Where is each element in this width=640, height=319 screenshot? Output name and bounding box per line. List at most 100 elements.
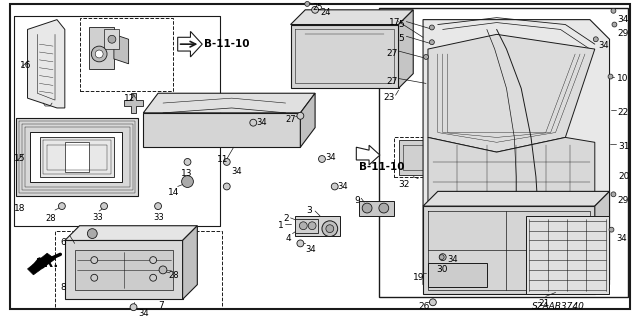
Text: 5: 5 (399, 20, 404, 29)
Polygon shape (124, 93, 143, 113)
Circle shape (130, 304, 137, 311)
Text: 21: 21 (538, 299, 549, 308)
Text: 27: 27 (387, 49, 398, 58)
Circle shape (150, 274, 157, 281)
Polygon shape (182, 226, 197, 299)
Polygon shape (595, 191, 609, 294)
Circle shape (92, 46, 107, 62)
Text: 7: 7 (158, 301, 164, 310)
Text: 27: 27 (387, 77, 398, 85)
Text: 34: 34 (599, 41, 609, 50)
Polygon shape (178, 31, 202, 57)
Text: S2AAB3740: S2AAB3740 (532, 302, 585, 311)
Text: 13: 13 (180, 169, 192, 178)
Text: 24: 24 (320, 8, 330, 17)
Circle shape (159, 266, 167, 274)
Bar (55, 231, 222, 309)
Circle shape (297, 240, 304, 247)
Text: 33: 33 (153, 213, 164, 222)
Text: 34: 34 (232, 167, 243, 176)
Text: 17: 17 (388, 18, 400, 27)
Bar (79, 18, 173, 91)
Text: 19: 19 (413, 273, 425, 282)
Circle shape (184, 159, 191, 165)
Polygon shape (291, 10, 413, 25)
Circle shape (223, 183, 230, 190)
Text: 28: 28 (169, 271, 179, 280)
Circle shape (182, 176, 193, 188)
Circle shape (429, 299, 436, 306)
Polygon shape (296, 216, 340, 235)
Polygon shape (65, 241, 182, 299)
Circle shape (297, 112, 304, 119)
Circle shape (429, 25, 435, 30)
Text: 30: 30 (436, 265, 447, 274)
Text: 6: 6 (60, 239, 66, 248)
Circle shape (108, 35, 116, 43)
Circle shape (429, 40, 435, 45)
Circle shape (319, 156, 325, 162)
Circle shape (184, 178, 191, 185)
Polygon shape (428, 263, 487, 286)
Circle shape (308, 222, 316, 230)
Polygon shape (28, 253, 55, 275)
Polygon shape (75, 250, 173, 290)
Polygon shape (423, 206, 595, 294)
Circle shape (150, 257, 157, 263)
Polygon shape (428, 34, 595, 152)
Text: 11: 11 (217, 155, 228, 164)
Circle shape (322, 221, 338, 236)
Polygon shape (104, 29, 119, 49)
Text: 34: 34 (138, 309, 149, 318)
Circle shape (155, 203, 161, 210)
Circle shape (608, 74, 613, 79)
Text: 4: 4 (285, 234, 291, 242)
Circle shape (91, 257, 98, 263)
Circle shape (439, 254, 446, 261)
Text: 20: 20 (618, 172, 630, 181)
Polygon shape (300, 93, 315, 147)
Text: 33: 33 (92, 213, 103, 222)
Text: 15: 15 (14, 154, 26, 163)
Circle shape (91, 274, 98, 281)
Polygon shape (423, 191, 609, 206)
Circle shape (379, 203, 388, 213)
Polygon shape (356, 145, 380, 165)
Text: 34: 34 (325, 153, 335, 162)
Text: B-11-10: B-11-10 (204, 39, 250, 49)
Circle shape (100, 203, 108, 210)
Polygon shape (143, 113, 300, 147)
Text: 14: 14 (168, 189, 179, 197)
Text: 27: 27 (285, 115, 296, 124)
Circle shape (611, 8, 616, 13)
Text: 28: 28 (45, 214, 56, 223)
Circle shape (612, 22, 617, 27)
Text: 18: 18 (14, 204, 26, 213)
Polygon shape (16, 118, 138, 196)
Polygon shape (90, 27, 114, 69)
Text: 32: 32 (399, 180, 410, 189)
Text: 34: 34 (338, 182, 348, 190)
Circle shape (362, 203, 372, 213)
Polygon shape (40, 137, 114, 177)
Polygon shape (65, 142, 90, 172)
Polygon shape (291, 25, 399, 88)
Polygon shape (296, 219, 318, 233)
Text: 22: 22 (618, 108, 628, 117)
Polygon shape (65, 226, 197, 241)
Text: 34: 34 (447, 255, 458, 264)
Text: 34: 34 (618, 15, 628, 24)
Bar (394, 137, 443, 177)
Circle shape (305, 2, 310, 6)
Text: 9: 9 (355, 196, 360, 205)
Circle shape (88, 229, 97, 239)
Text: FR.: FR. (35, 257, 58, 270)
Text: 8: 8 (60, 283, 66, 292)
Circle shape (332, 183, 338, 190)
Polygon shape (423, 20, 609, 285)
Text: 23: 23 (384, 93, 395, 102)
Text: 3: 3 (307, 206, 312, 215)
Polygon shape (143, 93, 315, 113)
Text: 31: 31 (618, 142, 630, 151)
Polygon shape (114, 34, 129, 64)
